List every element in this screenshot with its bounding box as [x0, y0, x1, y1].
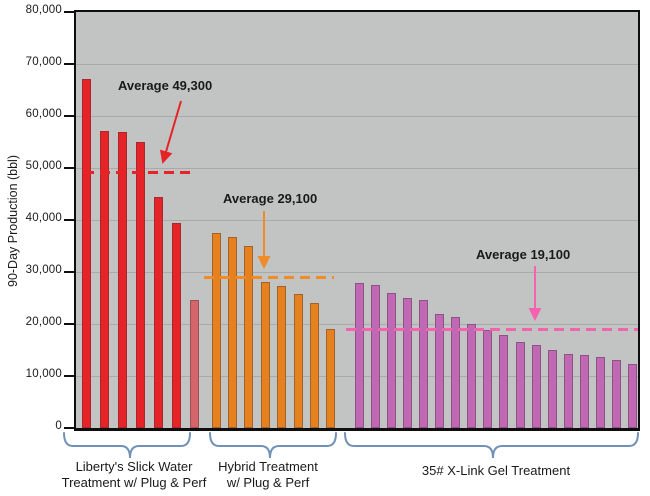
- bar: [309, 302, 319, 428]
- bar: [293, 294, 303, 428]
- bar: [515, 342, 525, 428]
- gridline: [76, 220, 638, 221]
- y-tick-mark: [64, 11, 76, 13]
- bar: [563, 354, 573, 428]
- bar: [612, 359, 622, 428]
- y-tick-mark: [64, 115, 76, 117]
- y-tick-label: 0: [55, 420, 62, 432]
- average-line: [204, 275, 334, 279]
- bar: [418, 300, 428, 428]
- bar: [579, 355, 589, 428]
- group-label-line: Hybrid Treatment: [218, 459, 318, 474]
- bar: [211, 233, 221, 428]
- bar: [135, 142, 145, 428]
- y-tick-mark: [64, 219, 76, 221]
- plot-area: [76, 12, 638, 428]
- bar: [227, 236, 237, 428]
- bar: [326, 329, 336, 428]
- average-line: [84, 170, 196, 174]
- bar: [499, 334, 509, 428]
- gridline: [76, 116, 638, 117]
- y-tick-label: 10,000: [25, 368, 62, 380]
- bar: [402, 298, 412, 428]
- bar: [435, 313, 444, 428]
- y-tick-label: 80,000: [25, 4, 62, 16]
- group-label-line: 35# X-Link Gel Treatment: [421, 463, 571, 478]
- bar: [467, 324, 477, 428]
- y-tick-label: 40,000: [25, 212, 62, 224]
- bar: [171, 222, 181, 428]
- bar: [277, 286, 287, 428]
- y-tick-mark: [64, 427, 76, 429]
- average-label: Average 49,300: [118, 78, 213, 93]
- bar: [153, 197, 163, 428]
- group-brace: [344, 432, 639, 459]
- gridline: [76, 64, 638, 65]
- bar: [354, 282, 364, 428]
- bar: [189, 300, 199, 428]
- group-label: 35# X-Link Gel Treatment: [376, 463, 616, 479]
- group-brace: [63, 432, 191, 459]
- average-label: Average 19,100: [476, 247, 571, 262]
- group-label-line: Liberty's Slick Water: [75, 459, 193, 474]
- bar: [628, 364, 638, 428]
- y-tick-mark: [64, 375, 76, 377]
- y-tick-mark: [64, 167, 76, 169]
- bar: [596, 356, 605, 428]
- y-tick-label: 20,000: [25, 316, 62, 328]
- y-tick-label: 30,000: [25, 264, 62, 276]
- y-tick-label: 70,000: [25, 56, 62, 68]
- bar: [260, 282, 270, 428]
- bar: [547, 350, 557, 428]
- group-label-line: Treatment w/ Plug & Perf: [61, 475, 207, 491]
- y-tick-mark: [64, 323, 76, 325]
- group-label: Hybrid Treatment w/ Plug & Perf: [168, 459, 368, 491]
- y-tick-mark: [64, 63, 76, 65]
- gridline: [76, 168, 638, 169]
- bar: [81, 78, 91, 428]
- y-tick-mark: [64, 271, 76, 273]
- bar: [531, 344, 541, 428]
- bar: [483, 330, 493, 428]
- bar: [370, 285, 380, 428]
- y-tick-label: 60,000: [25, 108, 62, 120]
- bar: [99, 130, 109, 428]
- bar: [244, 246, 254, 428]
- bar: [117, 132, 127, 428]
- bar: [451, 317, 461, 428]
- average-label: Average 29,100: [223, 191, 318, 206]
- group-label: Liberty's Slick Water Treatment w/ Plug &…: [34, 459, 234, 491]
- group-brace: [209, 432, 337, 459]
- y-tick-label: 50,000: [25, 160, 62, 172]
- average-line: [346, 327, 638, 331]
- gridline: [76, 272, 638, 273]
- bar: [386, 292, 396, 428]
- group-label-line: w/ Plug & Perf: [226, 475, 310, 491]
